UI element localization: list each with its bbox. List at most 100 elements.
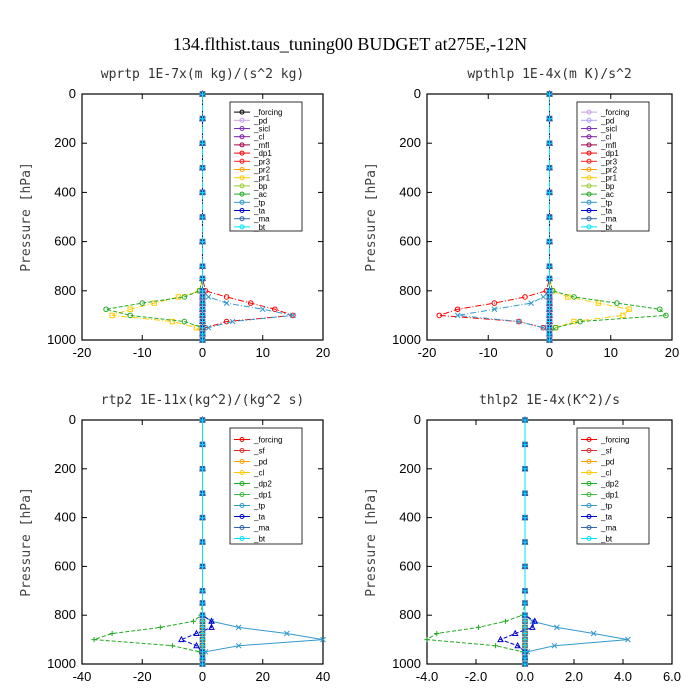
legend: _forcing _sf _pd _cl _dp2 _dp1 _tp _ta _ma _bt [229,427,303,545]
legend-entry: _cl [253,469,264,478]
data-point [626,306,632,312]
legend-entry: _forcing [600,436,629,445]
legend-marker [586,224,592,230]
data-point [199,116,206,122]
x-tick-label: -20 [73,345,92,360]
legend-marker [586,175,592,181]
legend-entry: _pr1 [253,174,271,183]
legend-marker [239,459,245,464]
data-point [511,629,519,636]
data-point [199,563,206,569]
data-point [529,623,536,630]
data-point [229,318,236,325]
data-point [625,636,631,643]
data-point [577,318,583,325]
chart-panel-3: rtp2 1E-11x(kg^2)/(kg^2 s) Pressure [hPa]… [19,393,330,684]
data-point [181,318,188,325]
legend-marker [239,503,245,508]
y-tick-label: 200 [54,461,76,476]
data-point [175,294,182,300]
data-point [169,643,175,649]
x-tick-label: 40 [316,669,330,684]
data-point [663,312,669,319]
legend-marker [586,470,592,475]
data-point [522,612,528,618]
x-tick-label: 4.0 [614,669,632,684]
y-tick-label: 400 [54,510,76,525]
data-point [235,624,242,631]
legend-marker [239,199,245,205]
y-axis-label: Pressure [hPa] [364,162,379,272]
legend-entry: _dp1 [600,491,619,500]
legend-marker [239,117,245,123]
legend-entry: _mfl [253,141,269,150]
data-point [546,263,553,269]
x-tick-label: 10 [604,345,618,360]
legend: _forcing_pd_sicl_cl_mfl_dp1_pr3_pr2_pr1_… [229,101,303,232]
x-tick-label: -10 [133,345,152,360]
panel-title: thlp2 1E-4x(K^2)/s [479,393,620,408]
series-line-dp2 [93,420,203,664]
legend-marker [586,150,592,156]
legend-entry: _ma [600,524,617,533]
data-point [522,441,528,447]
data-point [127,306,133,312]
data-point [199,312,206,318]
legend-marker [239,158,245,164]
data-point [491,300,498,306]
data-point [199,325,206,331]
legend-marker [239,183,245,189]
x-tick-label: 20 [316,345,330,360]
legend-marker [586,109,592,115]
y-tick-label: 400 [399,184,421,199]
series-line-ta [180,420,213,664]
legend-marker [586,126,592,131]
legend-entry: _sicl [600,125,617,134]
data-point [522,466,528,472]
data-point [109,312,115,319]
legend-marker [239,514,245,519]
legend-marker [586,208,592,213]
data-point [199,490,206,496]
data-point [199,417,206,423]
data-point [193,641,200,649]
data-point [546,300,553,306]
data-point [454,306,461,313]
legend-marker [239,208,245,213]
legend-entry: _pr1 [600,174,618,183]
legend-marker [239,167,245,172]
legend-marker [586,459,592,464]
data-point [199,600,206,606]
legend-marker [239,175,245,181]
data-point [522,539,528,545]
legend-marker [239,109,245,115]
y-tick-label: 800 [54,283,76,298]
y-tick-label: 800 [399,283,421,298]
y-tick-label: 400 [54,184,76,199]
data-point [199,140,206,146]
series-group [91,416,326,667]
data-point [235,642,242,649]
legend-entry: _ma [600,215,617,224]
legend-marker [239,126,245,131]
data-point [546,165,553,171]
y-tick-label: 800 [54,607,76,622]
series-line-pr1 [111,94,203,340]
data-point [540,324,547,331]
data-point [434,630,440,637]
data-point [199,318,206,325]
data-point [553,624,560,631]
legend-box [229,101,303,232]
data-point [199,441,206,447]
legend-marker [586,142,592,148]
y-tick-label: 0 [69,412,76,427]
legend-entry: _bp [253,182,268,191]
legend-marker [586,525,592,530]
legend-marker [586,191,592,197]
legend-entry: _sicl [253,125,270,134]
series-line-ta [499,420,536,664]
x-tick-label: 0 [199,669,206,684]
data-point [199,294,206,300]
data-point [247,300,254,306]
data-point [199,306,206,312]
